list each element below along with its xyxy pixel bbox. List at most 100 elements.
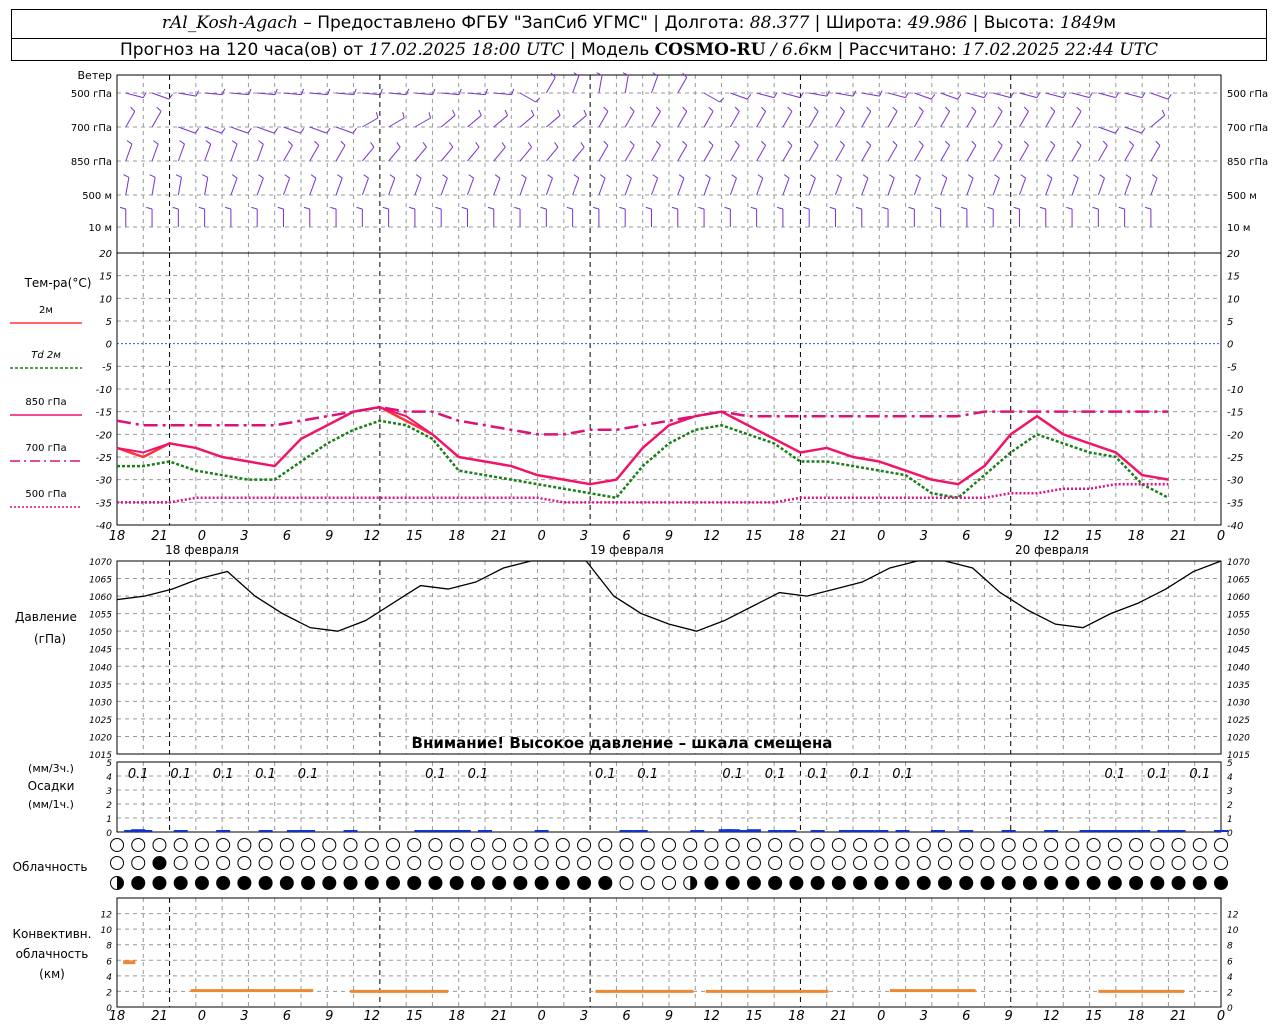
cloud-symbol-clear (938, 838, 952, 852)
wind-barb-flag (1141, 127, 1146, 134)
temp-series-2 (116, 406, 1169, 486)
wind-barb-flag (971, 140, 977, 146)
cloud-symbol-overcast (1171, 876, 1186, 890)
wind-barb (940, 111, 951, 128)
cloud-symbol-clear (258, 856, 273, 870)
wind-barb-flag (535, 97, 541, 103)
pressure-title: Давление (15, 610, 77, 624)
wind-barb (151, 111, 162, 128)
wind-barb (361, 177, 369, 196)
wind-barb-flag (987, 206, 994, 210)
cloud-symbol-overcast (725, 876, 740, 890)
bottom-xtick: 21 (151, 1009, 168, 1024)
bottom-xtick: 0 (877, 1009, 885, 1024)
wind-barb-flag (892, 106, 898, 112)
wind-barb (808, 177, 816, 196)
cloud-symbol-clear (916, 856, 931, 870)
wind-barb (1150, 177, 1158, 196)
wind-barb-flag (557, 109, 561, 116)
wind-barb (440, 146, 454, 162)
wind-barb (940, 145, 951, 162)
wind-barb-flag (915, 174, 921, 179)
wind-barb (256, 143, 264, 162)
wind-barb (1045, 145, 1056, 162)
pressure-ytick-right: 1070 (1227, 558, 1250, 568)
bottom-xtick: 0 (537, 1009, 545, 1024)
cloud-symbol-partial-fill (117, 876, 124, 890)
pressure-ytick-left: 1025 (89, 716, 112, 726)
cloud-symbol-clear (449, 856, 464, 870)
wind-barb-flag (487, 206, 494, 210)
precip-bar (782, 830, 797, 832)
precip-bar (294, 830, 308, 832)
temp-xtick: 18 (788, 529, 805, 544)
cloud-symbol-overcast (301, 876, 316, 890)
wind-barb-flag (340, 140, 346, 146)
cloud-symbol-clear (577, 856, 592, 870)
pressure-ytick-left: 1050 (89, 628, 112, 638)
wind-barb-flag (750, 206, 757, 210)
pressure-ytick-left: 1035 (89, 681, 112, 691)
wind-barb (835, 177, 843, 196)
wind-barb (545, 146, 559, 162)
wind-barb (651, 75, 659, 94)
wind-barb (729, 111, 740, 128)
wind-barb-flag (810, 174, 816, 179)
temp-xtick: 9 (665, 529, 673, 544)
wind-barb-flag (504, 109, 509, 116)
wind-barb-flag (1092, 206, 1099, 210)
precip-label: 0.1 (1105, 767, 1126, 782)
wind-barb (335, 145, 346, 162)
wind-barb (230, 92, 249, 96)
cloud-symbol-clear (810, 838, 825, 852)
temp-ytick-left: -40 (96, 521, 112, 532)
pressure-ytick-right: 1015 (1227, 751, 1250, 761)
resolution-unit: км (809, 40, 833, 60)
wind-barb-flag (1010, 92, 1015, 98)
lon-value: 88.377 (749, 13, 810, 33)
wind-barb (861, 177, 869, 196)
wind-barb (309, 145, 320, 162)
wind-barb-flag (326, 127, 331, 134)
temp-ytick-left: 15 (99, 272, 112, 283)
calc-label: Рассчитано: (848, 40, 957, 60)
wind-barb (1097, 145, 1108, 162)
wind-barb-flag (734, 106, 740, 112)
wind-barb (993, 92, 1011, 99)
wind-barb (835, 145, 845, 162)
conv-ytick-left: 6 (106, 957, 112, 967)
precip-ytick-left: 2 (106, 801, 112, 811)
precip-label: 0.1 (807, 767, 828, 782)
cloud-symbol-overcast (407, 876, 422, 890)
cloud-symbol-overcast (258, 876, 273, 890)
precip-label: 0.1 (1147, 767, 1168, 782)
temp-xtick: 21 (491, 529, 508, 544)
wind-barb-flag (511, 88, 515, 95)
cloud-symbol-clear (216, 856, 231, 870)
wind-level-label-right: 700 гПа (1227, 123, 1268, 134)
wind-barb-flag (300, 88, 304, 95)
cloud-symbol-clear (237, 838, 252, 852)
wind-barb (283, 126, 301, 134)
cloud-symbol-clear (683, 838, 698, 852)
wind-barb (151, 92, 170, 100)
wind-barb-flag (705, 174, 711, 179)
wind-barb-flag (1102, 140, 1108, 146)
wind-barb-flag (708, 140, 714, 146)
conv-ytick-left: 0 (106, 1004, 112, 1014)
wind-barb (1124, 92, 1143, 99)
pressure-ytick-right: 1060 (1227, 593, 1250, 603)
wind-barb-flag (761, 140, 766, 146)
wind-barb (782, 145, 793, 162)
conv-cloud-bar (889, 989, 976, 993)
wind-barb (467, 146, 480, 162)
conv-ytick-right: 10 (1227, 926, 1239, 936)
wind-barb-flag (1099, 174, 1105, 179)
precip-title: Осадки (28, 779, 75, 793)
temp-legend-label: Td 2м (31, 350, 61, 361)
wind-barb-flag (573, 174, 580, 179)
cloud-symbol-clear (322, 838, 337, 852)
cloud-symbol-overcast (1065, 876, 1080, 890)
wind-barb-flag (168, 93, 173, 100)
